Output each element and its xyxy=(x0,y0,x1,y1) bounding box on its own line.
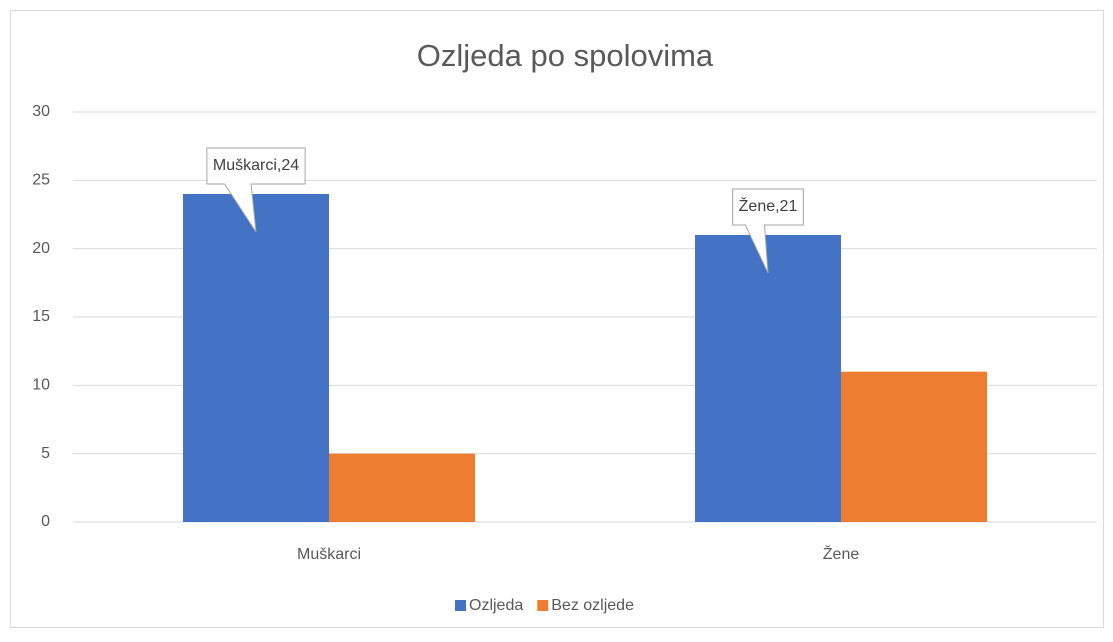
data-label: Muškarci,24 xyxy=(213,157,299,174)
legend-label: Ozljeda xyxy=(469,597,523,614)
data-label: Žene,21 xyxy=(739,196,798,215)
legend-swatch xyxy=(537,600,549,611)
chart-title: Ozljeda po spolovima xyxy=(417,38,714,73)
callout xyxy=(732,188,804,274)
y-tick-label: 20 xyxy=(32,240,50,257)
legend-swatch xyxy=(455,600,466,611)
y-tick-label: 10 xyxy=(32,377,50,394)
y-tick-label: 25 xyxy=(32,172,50,189)
x-tick-label: Žene xyxy=(823,544,860,563)
bar xyxy=(183,194,329,522)
bar xyxy=(695,235,841,522)
y-tick-label: 5 xyxy=(41,445,50,462)
y-tick-label: 0 xyxy=(41,513,50,530)
y-tick-label: 15 xyxy=(32,308,50,325)
y-tick-label: 30 xyxy=(32,103,50,120)
bar xyxy=(841,371,987,522)
callout xyxy=(206,147,306,233)
bar xyxy=(329,453,475,522)
chart-border xyxy=(10,10,1104,628)
x-tick-label: Muškarci xyxy=(297,546,361,563)
legend-label: Bez ozljede xyxy=(551,597,634,614)
